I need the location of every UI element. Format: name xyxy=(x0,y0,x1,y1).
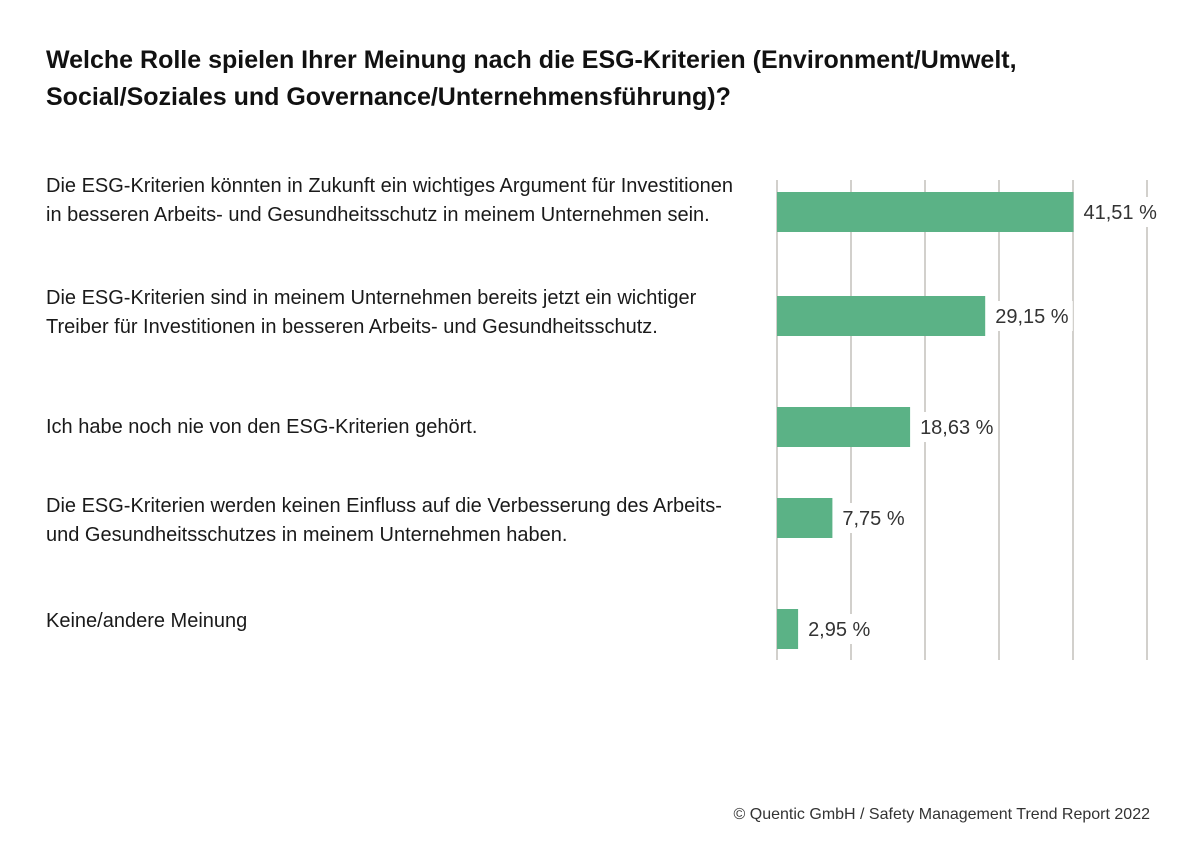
bar-2 xyxy=(777,296,986,336)
category-label-3: Ich habe noch nie von den ESG-Kriterien … xyxy=(46,416,478,438)
category-label-2: Die ESG-Kriterien sind in meinem Unterne… xyxy=(46,287,697,338)
bar-4 xyxy=(777,498,833,538)
category-label-1: Die ESG-Kriterien könnten in Zukunft ein… xyxy=(46,175,734,226)
value-label-bg-3 xyxy=(916,412,998,442)
bar-1 xyxy=(777,192,1074,232)
value-label-2: 29,15 % xyxy=(995,306,1069,328)
bar-5 xyxy=(777,609,799,649)
value-label-bg-1 xyxy=(1079,197,1161,227)
value-label-1: 41,51 % xyxy=(1084,202,1158,224)
value-label-bg-4 xyxy=(838,503,910,533)
value-label-4: 7,75 % xyxy=(842,508,904,530)
category-label-4: Die ESG-Kriterien werden keinen Einfluss… xyxy=(46,495,722,546)
value-label-bg-5 xyxy=(804,614,876,644)
category-label-5: Keine/andere Meinung xyxy=(46,610,248,632)
value-label-5: 2,95 % xyxy=(808,619,870,641)
copyright-footer: © Quentic GmbH / Safety Management Trend… xyxy=(733,806,1150,823)
bar-3 xyxy=(777,407,911,447)
value-label-3: 18,63 % xyxy=(920,417,994,439)
value-label-bg-2 xyxy=(991,301,1073,331)
chart-title: Welche Rolle spielen Ihrer Meinung nach … xyxy=(46,46,1017,111)
